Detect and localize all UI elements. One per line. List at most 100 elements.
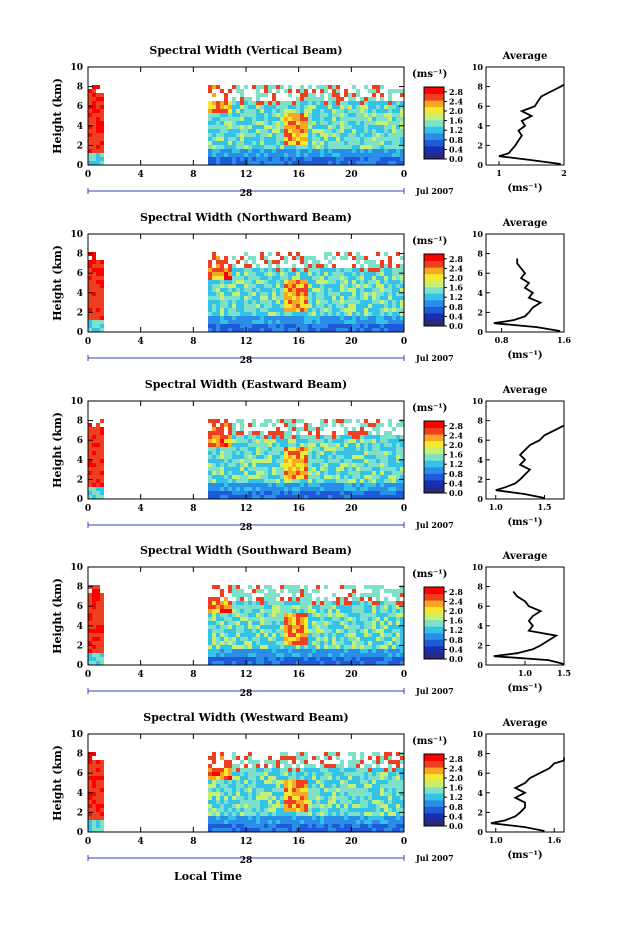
heatmap-cell: [372, 645, 376, 649]
heatmap-cell: [400, 633, 404, 637]
heatmap-cell: [300, 760, 304, 764]
heatmap-cell: [236, 419, 240, 423]
heatmap-cell: [348, 471, 352, 475]
heatmap-cell: [304, 427, 308, 431]
heatmap-cell: [308, 431, 312, 435]
heatmap-cell: [292, 117, 296, 121]
heatmap-cell: [232, 792, 236, 796]
heatmap-cell: [344, 256, 348, 260]
heatmap-cell: [372, 641, 376, 645]
heatmap-cell: [224, 621, 228, 625]
heatmap-cell: [276, 288, 280, 292]
heatmap-cell: [216, 625, 220, 629]
heatmap-cell: [280, 585, 284, 589]
heatmap-cell: [380, 296, 384, 300]
heatmap-cell: [264, 772, 268, 776]
heatmap-cell: [380, 272, 384, 276]
heatmap-cell: [288, 609, 292, 613]
heatmap-cell: [96, 427, 100, 431]
heatmap-cell: [352, 820, 356, 824]
heatmap-cell: [316, 641, 320, 645]
heatmap-cell: [308, 129, 312, 133]
heatmap-cell: [300, 589, 304, 593]
heatmap-cell: [288, 776, 292, 780]
heatmap-cell: [296, 252, 300, 256]
heatmap-cell: [268, 161, 272, 165]
heatmap-cell: [252, 141, 256, 145]
heatmap-cell: [344, 637, 348, 641]
heatmap-cell: [100, 824, 104, 828]
heatmap-cell: [228, 788, 232, 792]
heatmap-cell: [228, 760, 232, 764]
heatmap-cell: [320, 760, 324, 764]
heatmap-cell: [312, 613, 316, 617]
heatmap-cell: [380, 137, 384, 141]
heatmap-cell: [244, 657, 248, 661]
heatmap-cell: [260, 824, 264, 828]
heatmap-cell: [276, 296, 280, 300]
heatmap-cell: [320, 459, 324, 463]
heatmap-cell: [328, 284, 332, 288]
heatmap-cell: [88, 455, 92, 459]
heatmap-cell: [332, 117, 336, 121]
heatmap-cell: [284, 621, 288, 625]
heatmap-cell: [96, 276, 100, 280]
heatmap-cell: [356, 467, 360, 471]
heatmap-cell: [280, 812, 284, 816]
heatmap-cell: [224, 451, 228, 455]
heatmap-cell: [244, 621, 248, 625]
heatmap-cell: [288, 772, 292, 776]
heatmap-cell: [336, 443, 340, 447]
heatmap-cell: [372, 447, 376, 451]
heatmap-cell: [336, 272, 340, 276]
heatmap-cell: [88, 788, 92, 792]
heatmap-cell: [340, 256, 344, 260]
heatmap-cell: [332, 423, 336, 427]
heatmap-cell: [292, 597, 296, 601]
heatmap-cell: [252, 649, 256, 653]
heatmap-cell: [328, 443, 332, 447]
heatmap-cell: [88, 471, 92, 475]
heatmap-cell: [252, 328, 256, 332]
heatmap-cell: [348, 772, 352, 776]
heatmap-cell: [344, 272, 348, 276]
heatmap-cell: [96, 435, 100, 439]
heatmap-cell: [280, 495, 284, 499]
heatmap-cell: [260, 653, 264, 657]
heatmap-cell: [248, 784, 252, 788]
heatmap-cell: [332, 784, 336, 788]
heatmap-cell: [296, 308, 300, 312]
heatmap-cell: [312, 788, 316, 792]
heatmap-cell: [336, 288, 340, 292]
heatmap-cell: [236, 117, 240, 121]
heatmap-cell: [232, 324, 236, 328]
heatmap-cell: [100, 153, 104, 157]
heatmap-cell: [240, 784, 244, 788]
heatmap-cell: [100, 447, 104, 451]
heatmap-cell: [240, 491, 244, 495]
heatmap-cell: [244, 121, 248, 125]
heatmap-cell: [228, 479, 232, 483]
heatmap-cell: [356, 661, 360, 665]
heatmap-cell: [220, 161, 224, 165]
heatmap-cell: [396, 101, 400, 105]
heatmap-cell: [360, 149, 364, 153]
heatmap-cell: [300, 649, 304, 653]
heatmap-cell: [256, 125, 260, 129]
heatmap-cell: [340, 637, 344, 641]
heatmap-cell: [348, 804, 352, 808]
heatmap-cell: [380, 605, 384, 609]
heatmap-cell: [268, 776, 272, 780]
heatmap-cell: [92, 828, 96, 832]
heatmap-cell: [336, 641, 340, 645]
colorbar-swatch: [424, 600, 444, 608]
heatmap-cell: [344, 479, 348, 483]
heatmap-cell: [392, 447, 396, 451]
heatmap-cell: [260, 141, 264, 145]
heatmap-cell: [308, 439, 312, 443]
heatmap-cell: [328, 320, 332, 324]
heatmap-cell: [268, 459, 272, 463]
heatmap-cell: [272, 316, 276, 320]
heatmap-cell: [252, 653, 256, 657]
heatmap-cell: [252, 300, 256, 304]
